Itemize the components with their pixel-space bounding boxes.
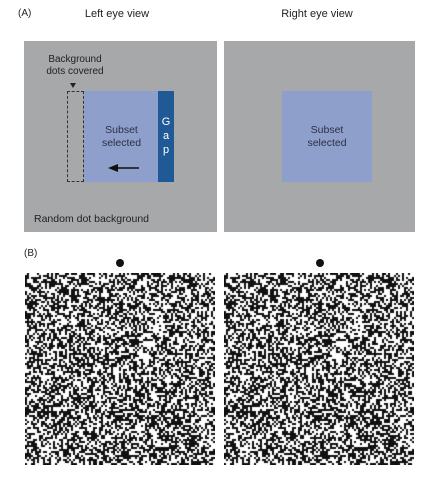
panel-a-label: (A) [18, 8, 32, 19]
right-eye-panel: Subset selected [224, 41, 415, 232]
right-subset-label: Subset selected [282, 124, 372, 150]
background-dots-label-line1: Background [48, 54, 102, 65]
left-fixation-dot [116, 259, 124, 267]
left-subset-line1: Subset [105, 124, 138, 136]
background-dots-label-line2: dots covered [46, 66, 104, 77]
left-subset-label: Subset selected [84, 124, 159, 150]
random-dot-background-label: Random dot background [34, 213, 149, 225]
right-eye-title: Right eye view [281, 8, 353, 20]
right-fixation-dot [316, 259, 324, 267]
right-random-dot-stereogram [224, 273, 414, 465]
left-random-dot-stereogram [25, 273, 215, 465]
gap-letter-a: a [162, 130, 170, 142]
right-subset-square: Subset selected [282, 91, 372, 182]
pointer-arrow-icon [70, 83, 76, 88]
gap-bar: G a p [158, 91, 174, 182]
covered-dots-outline [67, 91, 84, 182]
gap-letter-p: p [162, 144, 170, 156]
left-eye-panel: Background dots covered Subset selected … [24, 41, 217, 232]
left-eye-title: Left eye view [84, 8, 150, 20]
background-dots-label: Background dots covered [40, 54, 110, 78]
panel-b-label: (B) [24, 248, 38, 259]
gap-letter-g: G [161, 116, 171, 128]
right-subset-line2: selected [307, 137, 347, 149]
left-subset-line2: selected [101, 137, 142, 149]
right-subset-line1: Subset [310, 124, 344, 136]
left-arrow-icon [108, 164, 139, 172]
